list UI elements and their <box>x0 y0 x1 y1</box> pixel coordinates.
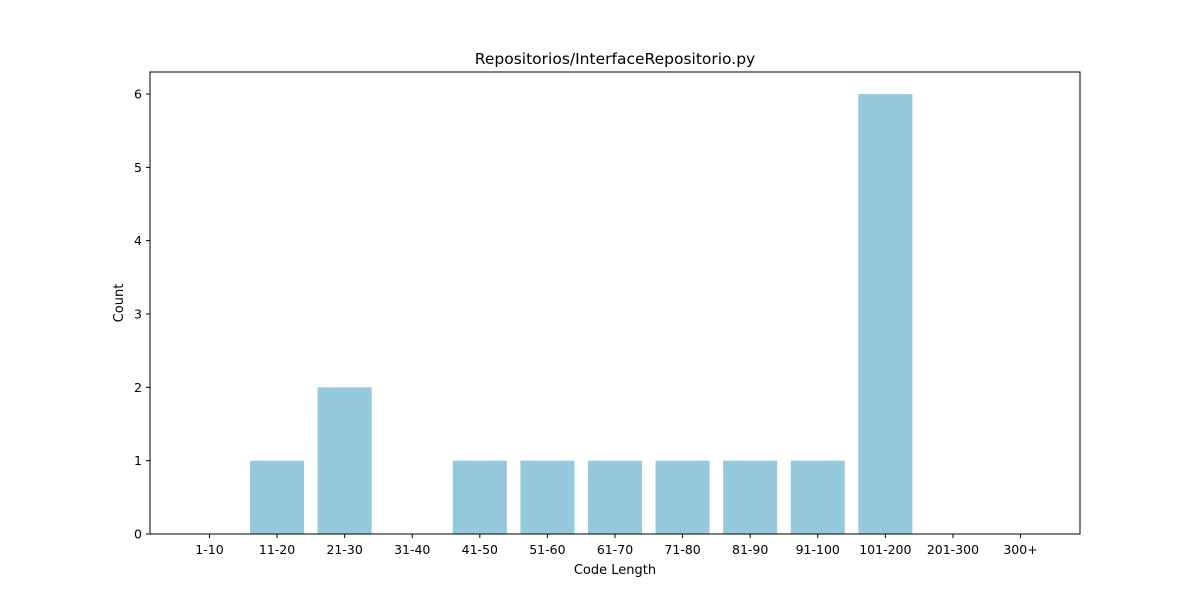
bars-group <box>250 94 913 534</box>
y-tick-label: 5 <box>134 160 142 175</box>
x-axis-label: Code Length <box>574 563 656 578</box>
y-tick-label: 3 <box>134 307 142 322</box>
bar-51-60 <box>520 460 575 534</box>
y-tick-label: 1 <box>134 453 142 468</box>
bar-71-80 <box>655 460 710 534</box>
x-tick-label: 21-30 <box>326 542 362 557</box>
x-tick-label: 101-200 <box>859 542 911 557</box>
bar-11-20 <box>250 460 305 534</box>
x-tick-label: 51-60 <box>529 542 565 557</box>
bar-91-100 <box>790 460 845 534</box>
y-tick-label: 4 <box>134 233 142 248</box>
plot-frame <box>149 71 1081 535</box>
x-tick-label: 41-50 <box>462 542 498 557</box>
y-axis-ticks: 0 1 2 3 4 5 6 <box>134 87 150 542</box>
chart-title: Repositorios/InterfaceRepositorio.py <box>475 50 755 68</box>
y-axis-label: Count <box>112 284 127 323</box>
bar-41-50 <box>452 460 507 534</box>
x-tick-label: 300+ <box>1003 542 1037 557</box>
bar-81-90 <box>723 460 778 534</box>
bar-101-200 <box>858 94 913 534</box>
x-tick-label: 61-70 <box>597 542 633 557</box>
x-tick-label: 11-20 <box>259 542 295 557</box>
x-tick-label: 31-40 <box>394 542 430 557</box>
x-tick-label: 71-80 <box>664 542 700 557</box>
bar-21-30 <box>317 387 372 534</box>
x-tick-label: 1-10 <box>195 542 223 557</box>
x-tick-label: 201-300 <box>927 542 979 557</box>
x-axis-ticks: 1-10 11-20 21-30 31-40 41-50 51-60 61-70 71-80 8… <box>195 534 1038 557</box>
y-tick-label: 2 <box>134 380 142 395</box>
x-tick-label: 81-90 <box>732 542 768 557</box>
bar-61-70 <box>587 460 643 534</box>
y-tick-label: 0 <box>134 527 142 542</box>
y-tick-label: 6 <box>134 87 142 102</box>
x-tick-label: 91-100 <box>796 542 840 557</box>
